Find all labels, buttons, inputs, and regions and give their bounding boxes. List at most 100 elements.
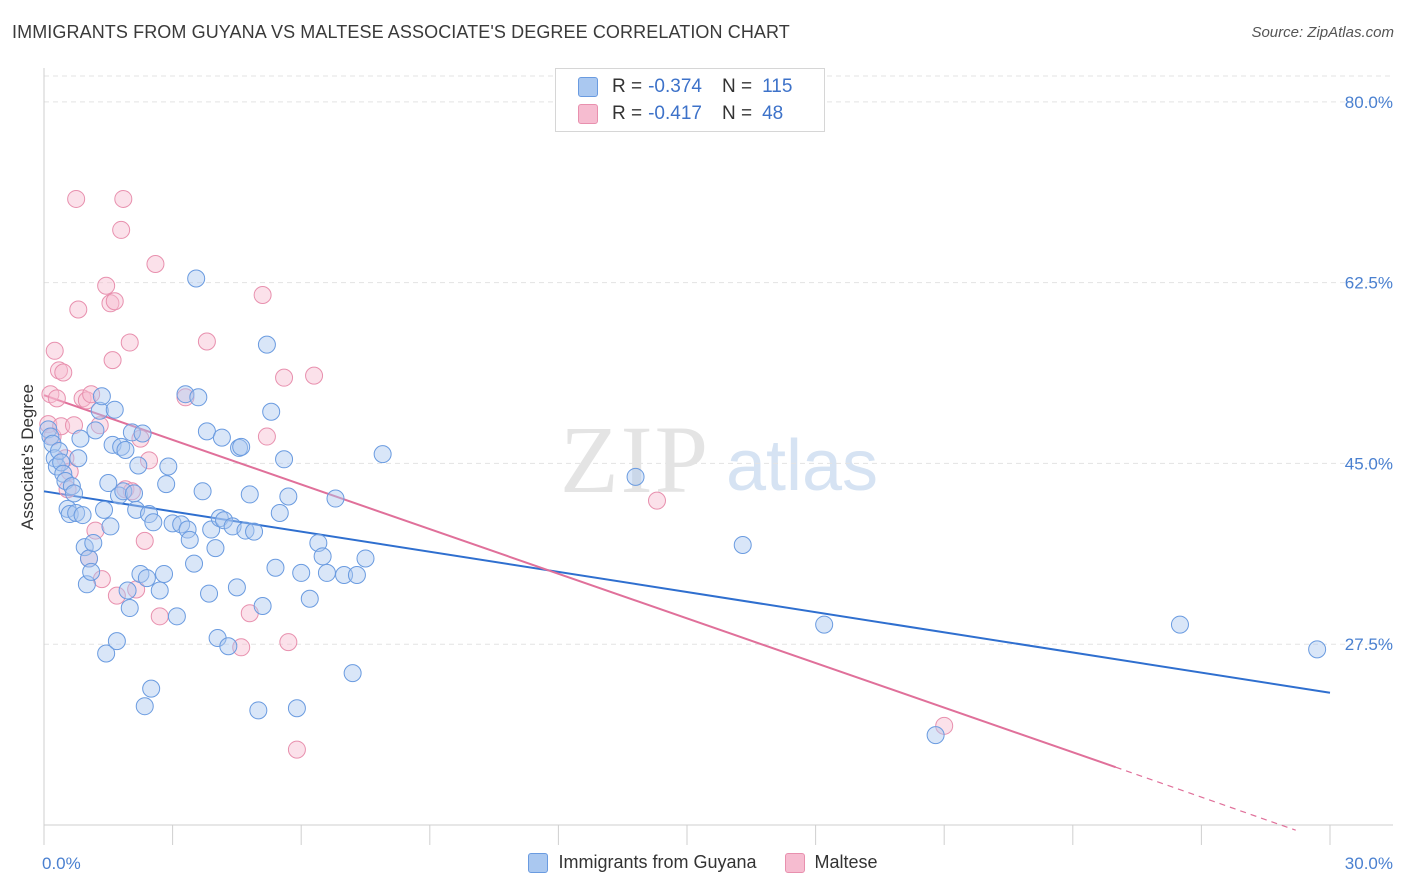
point-guyana [212, 428, 231, 447]
point-maltese [67, 189, 86, 208]
point-maltese [197, 332, 216, 351]
point-guyana [313, 547, 332, 566]
point-guyana [219, 637, 238, 656]
point-maltese [103, 351, 122, 370]
legend-n-value: 48 [762, 103, 784, 124]
point-guyana [135, 697, 154, 716]
legend-swatch-maltese [578, 104, 598, 124]
point-guyana [373, 445, 392, 464]
point-maltese [69, 300, 88, 319]
x-tick-label-max: 30.0% [1345, 854, 1393, 873]
point-guyana [317, 563, 336, 582]
tick-labels: 27.5% 45.0% 62.5% 80.0% 0.0% 30.0% [42, 93, 1393, 873]
series-legend: Immigrants from Guyana Maltese [0, 852, 1406, 873]
point-maltese [120, 333, 139, 352]
point-maltese [232, 638, 251, 657]
point-guyana [309, 533, 328, 552]
point-guyana [120, 599, 139, 618]
point-guyana [815, 615, 834, 634]
point-guyana [335, 565, 354, 584]
point-guyana [71, 429, 90, 448]
series-name-maltese: Maltese [814, 852, 878, 872]
point-guyana [240, 485, 259, 504]
point-guyana [262, 402, 281, 421]
point-guyana [142, 679, 161, 698]
point-guyana [129, 456, 148, 475]
point-maltese [112, 220, 131, 239]
chart-title: IMMIGRANTS FROM GUYANA VS MALTESE ASSOCI… [12, 22, 790, 42]
point-guyana [200, 584, 219, 603]
point-guyana [39, 420, 58, 439]
legend-n-label: N = [721, 76, 753, 97]
point-maltese [146, 255, 165, 274]
point-guyana [292, 563, 311, 582]
grid [44, 75, 1393, 645]
point-guyana [65, 484, 84, 503]
y-tick-label: 80.0% [1345, 93, 1393, 112]
point-guyana [227, 578, 246, 597]
point-maltese [150, 607, 169, 626]
point-maltese [257, 427, 276, 446]
legend-swatch-guyana [578, 77, 598, 97]
point-maltese [647, 491, 666, 510]
point-guyana [73, 506, 92, 525]
point-guyana [356, 549, 375, 568]
point-maltese [97, 276, 116, 295]
legend-r-label: R = [612, 76, 643, 97]
point-guyana [193, 482, 212, 501]
point-guyana [90, 401, 109, 420]
point-guyana [95, 500, 114, 519]
point-guyana [249, 701, 268, 720]
legend-row-guyana: R = -0.374 N = 115 [578, 74, 792, 100]
point-guyana [69, 449, 88, 468]
point-guyana [257, 335, 276, 354]
point-guyana [279, 487, 298, 506]
point-guyana [140, 505, 159, 524]
point-maltese [107, 586, 126, 605]
series-swatch-guyana [528, 852, 549, 873]
point-guyana [1170, 615, 1189, 634]
axes [43, 68, 1393, 845]
point-guyana [86, 421, 105, 440]
point-guyana [185, 554, 204, 573]
point-guyana [118, 581, 137, 600]
point-guyana [287, 699, 306, 718]
point-maltese [47, 389, 66, 408]
point-guyana [84, 533, 103, 552]
point-guyana [41, 427, 60, 446]
point-guyana [105, 400, 124, 419]
series-legend-guyana: Immigrants from Guyana [528, 852, 757, 873]
legend-r-value: -0.374 [648, 76, 702, 97]
point-guyana [67, 504, 86, 523]
point-maltese [82, 385, 101, 404]
point-guyana [926, 726, 945, 745]
point-maltese [275, 368, 294, 387]
point-guyana [232, 437, 251, 456]
point-guyana [60, 505, 79, 524]
point-maltese [305, 366, 324, 385]
legend-r-value: -0.417 [648, 103, 702, 124]
watermark: ZIP atlas [560, 406, 878, 513]
trend-line-maltese [43, 394, 1116, 769]
point-maltese [45, 341, 64, 360]
point-maltese [140, 451, 159, 470]
point-guyana [133, 424, 152, 443]
data-points [39, 189, 1327, 759]
point-guyana [75, 538, 94, 557]
point-guyana [50, 442, 69, 461]
legend-r-label: R = [612, 103, 643, 124]
point-guyana [245, 522, 264, 541]
series-legend-maltese: Maltese [784, 852, 878, 873]
point-guyana [137, 569, 156, 588]
point-guyana [150, 581, 169, 600]
point-maltese [135, 531, 154, 550]
watermark-zip: ZIP [560, 406, 710, 513]
point-guyana [270, 504, 289, 523]
point-guyana [99, 474, 118, 493]
point-guyana [97, 644, 116, 663]
point-guyana [275, 450, 294, 469]
point-maltese [253, 286, 272, 305]
point-guyana [92, 387, 111, 406]
point-guyana [125, 484, 144, 503]
point-guyana [116, 440, 135, 459]
